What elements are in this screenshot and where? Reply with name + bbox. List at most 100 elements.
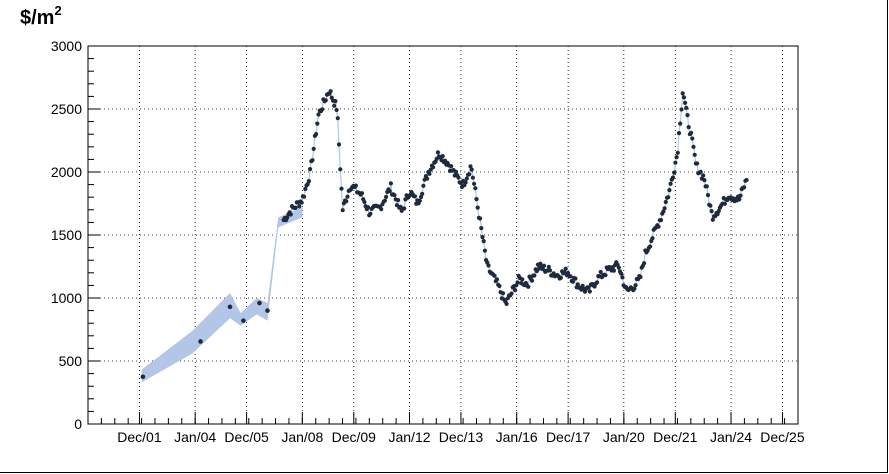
price-point <box>678 121 683 126</box>
price-point <box>323 98 328 103</box>
price-point <box>616 265 621 270</box>
price-point <box>698 169 703 174</box>
price-point <box>435 150 440 155</box>
price-point <box>345 194 350 199</box>
price-point <box>425 176 430 181</box>
price-point <box>473 186 478 191</box>
price-point <box>468 164 473 169</box>
price-point <box>412 194 418 199</box>
x-tick-label: Dec/17 <box>546 429 591 445</box>
price-point <box>648 244 653 249</box>
x-tick-label: Jan/24 <box>710 429 752 445</box>
price-point <box>603 273 608 278</box>
price-point <box>546 264 551 269</box>
price-point <box>396 198 401 203</box>
price-point <box>685 113 690 118</box>
price-point <box>532 273 537 278</box>
price-point <box>587 289 592 294</box>
price-point <box>679 107 684 112</box>
price-point <box>474 197 479 202</box>
price-point <box>379 207 384 212</box>
price-point <box>586 285 591 290</box>
price-point <box>504 301 509 306</box>
price-point <box>362 199 367 205</box>
price-point <box>709 209 714 214</box>
price-point <box>513 288 518 293</box>
price-point <box>482 248 487 253</box>
price-point <box>333 99 338 104</box>
price-point <box>595 280 600 285</box>
price-point <box>541 263 547 268</box>
price-point <box>469 167 474 172</box>
price-point <box>684 105 689 110</box>
price-point <box>475 205 480 210</box>
price-point <box>481 239 486 244</box>
price-point <box>365 205 371 210</box>
price-point <box>695 161 700 166</box>
price-point <box>515 280 520 285</box>
price-point <box>680 91 685 96</box>
price-point <box>686 125 691 130</box>
price-point <box>384 194 389 199</box>
price-point <box>642 261 647 266</box>
price-point <box>710 217 715 222</box>
price-point <box>568 274 573 279</box>
price-point <box>702 178 707 183</box>
price-point <box>335 116 340 121</box>
price-point <box>315 121 320 126</box>
price-point <box>479 226 484 231</box>
price-point <box>661 209 666 214</box>
price-point <box>320 107 325 112</box>
x-tick-label: Dec/09 <box>332 429 377 445</box>
price-point <box>297 204 302 209</box>
price-point <box>497 283 502 289</box>
axes <box>87 45 799 425</box>
price-point <box>402 206 407 211</box>
x-tick-label: Dec/21 <box>653 429 698 445</box>
y-tick-label: 2500 <box>51 101 82 117</box>
price-point <box>328 89 333 94</box>
price-point <box>744 177 749 183</box>
x-tick-label: Jan/08 <box>281 429 323 445</box>
price-point <box>463 180 468 185</box>
price-point <box>344 199 349 204</box>
price-point <box>675 150 680 155</box>
price-point <box>667 188 672 193</box>
price-point <box>509 291 514 296</box>
price-point <box>738 193 743 198</box>
price-point <box>387 189 392 194</box>
price-point <box>673 160 678 165</box>
x-tick-label: Dec/05 <box>224 429 269 445</box>
y-tick-label: 1500 <box>51 227 82 243</box>
price-point <box>453 169 459 174</box>
x-tick-label: Dec/25 <box>760 429 805 445</box>
price-point <box>668 181 673 186</box>
price-point <box>314 132 319 137</box>
price-point <box>708 203 713 208</box>
y-axis-unit-base: $/m <box>20 7 54 29</box>
price-point <box>311 146 316 151</box>
price-point <box>683 100 688 105</box>
price-point <box>681 95 687 100</box>
price-point <box>547 268 553 273</box>
price-point <box>666 195 671 200</box>
y-axis-unit-superscript: 2 <box>54 3 61 18</box>
price-point <box>716 208 721 214</box>
price-point <box>339 186 344 191</box>
price-point <box>340 208 345 213</box>
price-point <box>704 184 709 189</box>
y-tick-label: 3000 <box>51 38 82 54</box>
y-axis-unit-label: $/m2 <box>20 3 62 29</box>
price-point <box>421 183 426 188</box>
price-range-band <box>141 207 303 383</box>
price-point <box>368 211 373 216</box>
price-point <box>674 155 679 160</box>
price-point <box>672 170 677 175</box>
price-point <box>722 201 728 206</box>
price-point <box>198 339 203 344</box>
price-point <box>472 181 477 186</box>
price-point <box>563 266 568 271</box>
price-point <box>338 167 343 172</box>
price-point <box>658 218 664 223</box>
